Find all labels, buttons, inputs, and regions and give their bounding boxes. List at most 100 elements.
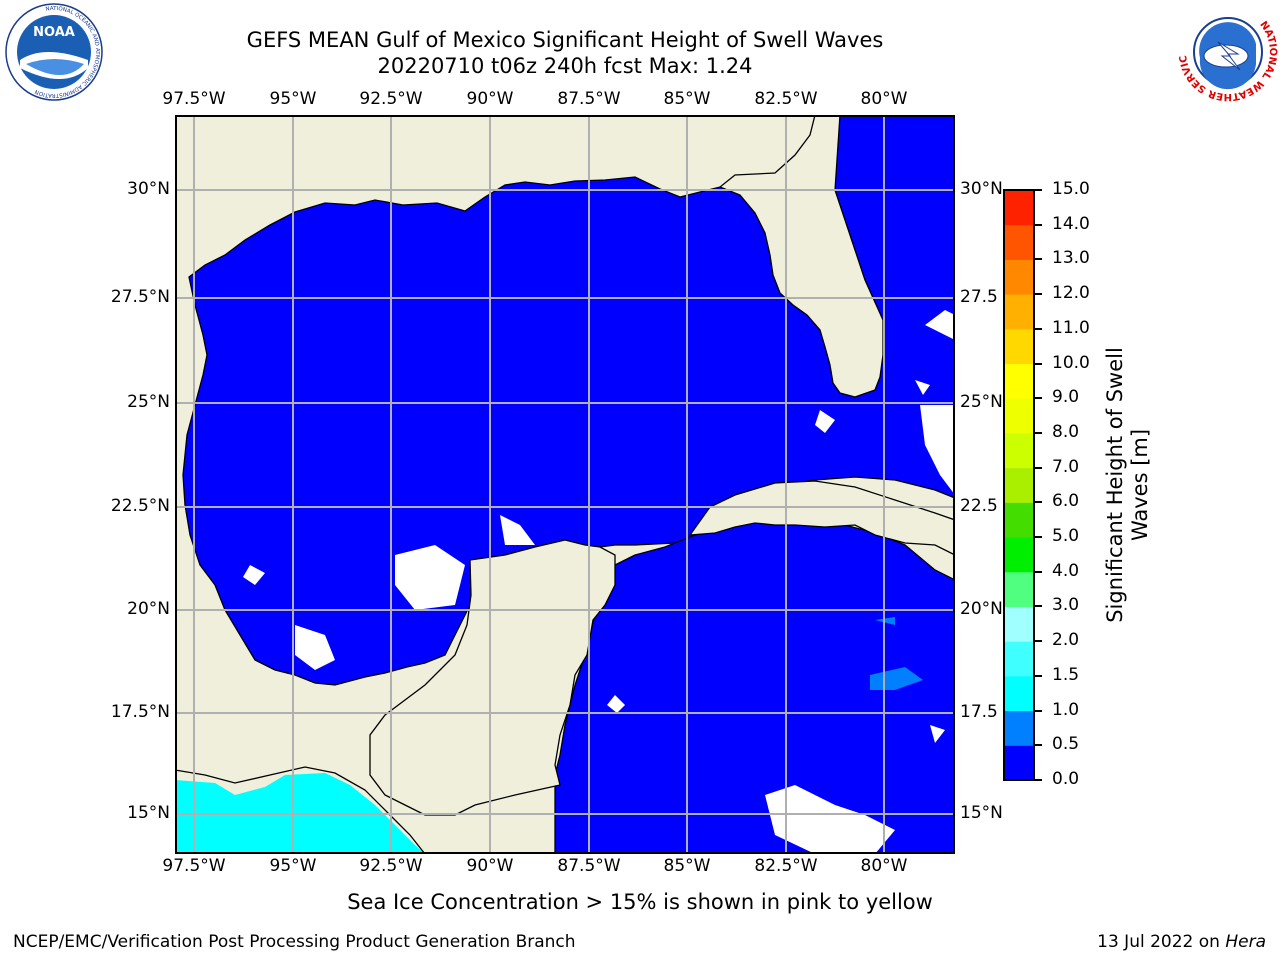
colorbar-tick-mark: [1035, 466, 1042, 469]
colorbar-tick-mark: [1035, 431, 1042, 434]
colorbar-tick-mark: [1035, 640, 1042, 643]
lat-label: 15°N: [127, 803, 170, 823]
lat-label: 30°N: [127, 179, 170, 199]
map-panel: [175, 115, 955, 854]
lon-label: 85°W: [663, 856, 711, 876]
colorbar-tick-mark: [1035, 327, 1042, 330]
colorbar-tick-label: 12.0: [1052, 283, 1090, 304]
colorbar-tick-mark: [1035, 709, 1042, 712]
footer-branch: NCEP/EMC/Verification Post Processing Pr…: [13, 932, 576, 952]
colorbar-tick-label: 6.0: [1052, 491, 1080, 512]
colorbar-segment: [1004, 537, 1034, 573]
colorbar-tick-mark: [1035, 570, 1042, 573]
colorbar-tick-label: 7.0: [1052, 456, 1080, 477]
pacific-coastline: [175, 766, 426, 854]
colorbar-segment: [1004, 432, 1034, 469]
colorbar: [1003, 189, 1035, 781]
lat-label: 17.5°N: [110, 702, 170, 722]
yucatan-peninsula: [369, 539, 616, 816]
colorbar-segment: [1004, 294, 1034, 330]
no-data-patches: [243, 310, 955, 854]
lon-label: 92.5°W: [359, 89, 423, 109]
colorbar-tick-mark: [1035, 674, 1042, 677]
lon-label: 95°W: [269, 89, 317, 109]
colorbar-tick-mark: [1035, 397, 1042, 400]
colorbar-segment: [1004, 710, 1034, 746]
lon-label: 92.5°W: [359, 856, 423, 876]
colorbar-tick-label: 15.0: [1052, 179, 1090, 199]
colorbar-segment: [1004, 190, 1034, 226]
colorbar-segment: [1004, 259, 1034, 295]
colorbar-segment: [1004, 675, 1034, 712]
colorbar-segment: [1004, 328, 1034, 365]
lon-label: 80°W: [860, 856, 908, 876]
lat-label: 20°N: [960, 599, 1003, 619]
lat-label: 25°N: [127, 392, 170, 412]
lat-label: 27.5: [960, 287, 998, 307]
lon-label: 97.5°W: [162, 856, 226, 876]
noaa-logo: NOAA NATIONAL OCEANIC AND ATMOSPHERIC AD…: [5, 3, 103, 101]
lon-label: 97.5°W: [162, 89, 226, 109]
colorbar-tick-label: 10.0: [1052, 352, 1090, 373]
lat-label: 17.5: [960, 702, 998, 722]
colorbar-segment: [1004, 398, 1034, 434]
colorbar-segment: [1004, 606, 1034, 642]
colorbar-tick-mark: [1035, 501, 1042, 504]
lon-label: 87.5°W: [557, 89, 621, 109]
lon-label: 82.5°W: [754, 856, 818, 876]
colorbar-label-line1: Significant Height of Swell: [1103, 347, 1127, 623]
cuba: [688, 480, 955, 556]
lon-label: 80°W: [860, 89, 908, 109]
map-frame: [175, 115, 955, 854]
colorbar-tick-mark: [1035, 362, 1042, 365]
colorbar-tick-label: 14.0: [1052, 213, 1090, 234]
colorbar-tick-mark: [1035, 536, 1042, 539]
lon-label: 85°W: [663, 89, 711, 109]
florida: [718, 115, 884, 398]
footer-host: Hera: [1225, 932, 1266, 952]
colorbar-segment: [1004, 571, 1034, 607]
colorbar-tick-mark: [1035, 223, 1042, 226]
lon-label: 82.5°W: [754, 89, 818, 109]
lat-label: 15°N: [960, 803, 1003, 823]
colorbar-tick-label: 8.0: [1052, 421, 1080, 442]
lat-label: 25°N: [960, 392, 1003, 412]
colorbar-tick-mark: [1035, 293, 1042, 296]
lon-label: 87.5°W: [557, 856, 621, 876]
sea-ice-note: Sea Ice Concentration > 15% is shown in …: [347, 890, 933, 914]
colorbar-tick-label: 5.0: [1052, 526, 1080, 547]
lat-label: 30°N: [960, 179, 1003, 199]
lat-label: 27.5°N: [110, 287, 170, 307]
lat-label: 22.5: [960, 496, 998, 516]
colorbar-segment: [1004, 641, 1034, 677]
chart-title: GEFS MEAN Gulf of Mexico Significant Hei…: [246, 28, 884, 52]
colorbar-segment: [1004, 502, 1034, 538]
lat-label: 22.5°N: [110, 496, 170, 516]
footer-date: 13 Jul 2022 on Hera: [1097, 932, 1266, 952]
colorbar-tick-mark: [1035, 779, 1042, 781]
colorbar-tick-label: 0.0: [1052, 769, 1080, 789]
colorbar-tick-label: 9.0: [1052, 387, 1080, 408]
colorbar-tick-label: 1.5: [1052, 664, 1080, 685]
colorbar-tick-label: 0.5: [1052, 734, 1080, 755]
footer-date-text: 13 Jul 2022 on: [1097, 932, 1226, 952]
colorbar-segment: [1004, 467, 1034, 503]
colorbar-tick-label: 11.0: [1052, 317, 1090, 338]
colorbar-tick-mark: [1035, 744, 1042, 747]
lon-label: 95°W: [269, 856, 317, 876]
colorbar-segment: [1004, 224, 1034, 260]
nws-logo: NATIONAL WEATHER SERVICE: [1178, 2, 1278, 102]
colorbar-tick-mark: [1035, 258, 1042, 261]
lon-label: 90°W: [466, 89, 514, 109]
colorbar-tick-label: 2.0: [1052, 630, 1080, 651]
lat-label: 20°N: [127, 599, 170, 619]
colorbar-segment: [1004, 745, 1034, 781]
colorbar-tick-mark: [1035, 189, 1042, 191]
noaa-logo-text: NOAA: [33, 25, 75, 40]
graticule: [175, 115, 955, 854]
colorbar-label-line2: Waves [m]: [1128, 428, 1152, 542]
gulf-of-mexico: [182, 115, 955, 686]
lon-label: 90°W: [466, 856, 514, 876]
colorbar-tick-mark: [1035, 605, 1042, 608]
colorbar-tick-label: 4.0: [1052, 560, 1080, 581]
